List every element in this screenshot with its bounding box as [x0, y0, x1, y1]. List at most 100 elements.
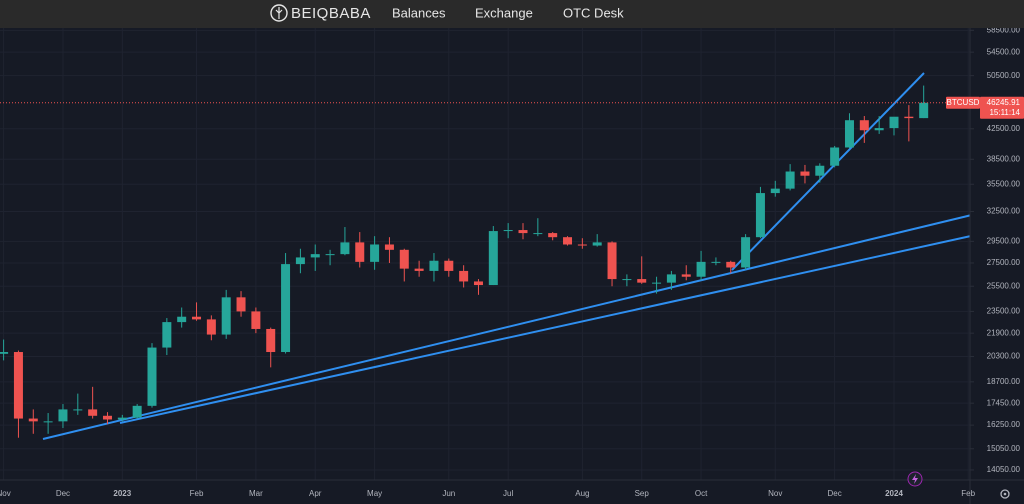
x-tick-label: Jun	[442, 489, 455, 498]
candle-body	[162, 322, 172, 348]
candle-body	[58, 409, 68, 422]
x-tick-label: Jul	[503, 489, 513, 498]
candle-body	[102, 415, 112, 420]
candle-body	[206, 319, 216, 335]
candle-body	[132, 405, 142, 418]
logo[interactable]: BEIQBABA	[270, 4, 371, 22]
candle-body	[192, 316, 202, 320]
y-tick-label: 38500.00	[987, 154, 1021, 163]
x-tick-label: Nov	[0, 489, 11, 498]
candle-body	[904, 116, 914, 119]
header-bar	[0, 0, 1024, 28]
candle-body	[741, 237, 751, 268]
logo-text[interactable]: BEIQBABA	[291, 5, 371, 22]
candle-body	[399, 249, 409, 269]
nav-link[interactable]: Exchange	[475, 5, 533, 20]
candles	[0, 85, 929, 438]
x-tick-label: 2024	[885, 489, 903, 498]
candle-body	[88, 409, 98, 416]
candle-body	[355, 242, 365, 262]
candle-body	[444, 260, 454, 271]
y-tick-label: 16250.00	[987, 420, 1021, 429]
y-tick-label: 29500.00	[987, 236, 1021, 245]
symbol-tag	[946, 96, 980, 109]
symbol-label: BTCUSD	[947, 98, 980, 107]
candle-body	[177, 316, 187, 323]
countdown-label: 15:11:14	[989, 108, 1020, 117]
candle-body	[340, 242, 350, 255]
x-tick-label: Feb	[190, 489, 204, 498]
candle-body	[548, 233, 558, 238]
candle-body	[785, 171, 795, 189]
candle-body	[488, 231, 498, 286]
y-tick-label: 18700.00	[987, 377, 1021, 386]
candle-body	[874, 128, 884, 131]
candle-body	[770, 188, 780, 194]
candle-body	[830, 147, 840, 166]
candle-body	[563, 237, 573, 245]
candle-body	[859, 120, 869, 131]
candle-body	[43, 421, 53, 423]
candle-body	[281, 264, 291, 353]
candle-body	[117, 417, 127, 420]
candle-body	[236, 297, 246, 312]
candle-body	[652, 282, 662, 284]
candle-body	[147, 347, 157, 406]
settings-button[interactable]	[1000, 489, 1010, 499]
y-tick-label: 58500.00	[987, 25, 1021, 34]
candle-body	[73, 409, 83, 411]
candle-body	[815, 165, 825, 176]
y-tick-label: 23500.00	[987, 307, 1021, 316]
y-tick-label: 14050.00	[987, 465, 1021, 474]
candle-body	[518, 230, 528, 234]
settings-icon	[1003, 492, 1007, 496]
y-tick-label: 32500.00	[987, 207, 1021, 216]
candle-body	[473, 281, 483, 286]
candle-body	[459, 270, 469, 282]
axes: 14050.00 15050.00 16250.00 17450.00 18700.00…	[0, 25, 1024, 498]
y-tick-label: 20300.00	[987, 352, 1021, 361]
candle-body	[755, 193, 765, 238]
candle-body	[637, 279, 647, 283]
y-tick-label: 42500.00	[987, 124, 1021, 133]
candle-body	[726, 261, 736, 268]
last-price-label: 46245.91	[987, 98, 1021, 107]
candle-body	[13, 352, 23, 419]
candle-body	[844, 120, 854, 148]
candle-body	[681, 274, 691, 277]
x-tick-label: Mar	[249, 489, 263, 498]
x-tick-label: Apr	[309, 489, 322, 498]
candle-body	[429, 260, 439, 271]
x-tick-label: Aug	[575, 489, 589, 498]
candle-body	[251, 311, 261, 329]
logo-mark	[275, 7, 283, 19]
candle-body	[310, 254, 320, 258]
candle-body	[0, 352, 9, 354]
x-tick-label: Sep	[635, 489, 650, 498]
candle-body	[221, 297, 231, 335]
logo-icon	[270, 4, 288, 22]
candle-body	[370, 244, 380, 262]
candle-body	[414, 268, 424, 271]
nav-link[interactable]: Balances	[392, 5, 446, 20]
price-axis	[970, 28, 1024, 480]
candle-body	[666, 274, 676, 283]
candle-body	[696, 261, 706, 277]
x-tick-label: May	[367, 489, 382, 498]
x-tick-label: Oct	[695, 489, 708, 498]
x-tick-label: Dec	[828, 489, 842, 498]
y-tick-label: 25500.00	[987, 281, 1021, 290]
candle-body	[384, 244, 394, 250]
candle-body	[622, 279, 632, 281]
x-tick-label: Dec	[56, 489, 70, 498]
x-tick-label: 2023	[113, 489, 131, 498]
y-tick-label: 35500.00	[987, 179, 1021, 188]
candle-body	[28, 418, 38, 422]
candle-body	[577, 244, 587, 246]
candle-body	[295, 257, 305, 265]
candle-body	[711, 261, 721, 263]
nav-link[interactable]: OTC Desk	[563, 5, 624, 20]
candle-body	[503, 230, 513, 232]
